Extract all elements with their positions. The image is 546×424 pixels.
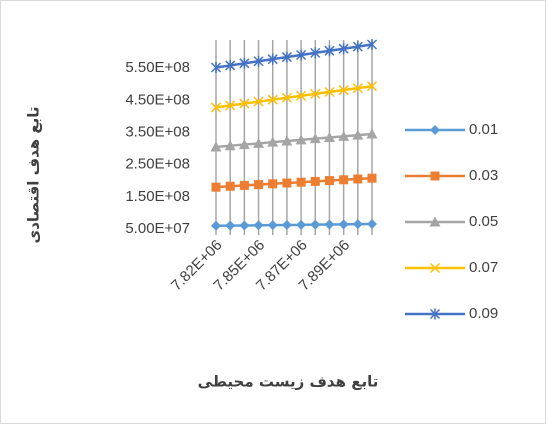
marker [267, 220, 278, 231]
marker [324, 219, 335, 230]
marker [338, 130, 350, 141]
marker [324, 86, 335, 98]
legend-label: 0.01 [469, 121, 498, 138]
marker [366, 39, 378, 51]
series-line [215, 222, 373, 228]
marker [296, 219, 307, 230]
legend-label: 0.03 [469, 167, 498, 184]
marker [267, 53, 278, 65]
legend-entry: 0.05 [405, 213, 498, 230]
legend-label: 0.05 [469, 213, 498, 230]
marker [338, 85, 349, 96]
marker [366, 128, 378, 139]
legend-entry: 0.03 [405, 167, 498, 184]
marker [239, 220, 250, 231]
marker [429, 262, 441, 274]
marker [339, 175, 349, 185]
marker [367, 173, 377, 183]
series [211, 173, 377, 192]
marker [352, 129, 364, 140]
marker [296, 90, 307, 101]
marker [353, 174, 363, 184]
marker [211, 182, 221, 192]
marker [352, 219, 363, 230]
y-tick-label: 5.50E+08 [125, 59, 190, 76]
marker [430, 171, 440, 181]
marker [253, 137, 265, 148]
marker [324, 45, 335, 57]
marker [310, 219, 321, 230]
legend-entry: 0.01 [405, 121, 498, 138]
legend-label: 0.09 [469, 305, 498, 322]
marker [225, 220, 236, 231]
marker [338, 219, 349, 230]
marker [253, 96, 264, 107]
marker [338, 43, 349, 55]
marker [267, 94, 278, 105]
marker [281, 51, 292, 63]
marker [267, 136, 279, 147]
marker [225, 181, 235, 191]
marker [239, 98, 250, 109]
marker [324, 176, 334, 186]
marker [296, 49, 307, 61]
marker [310, 176, 320, 186]
marker [282, 178, 292, 188]
legend-entry: 0.09 [405, 305, 498, 322]
marker [281, 219, 292, 230]
marker [210, 141, 222, 152]
series [211, 219, 377, 231]
marker [352, 83, 363, 94]
y-tick-label: 4.50E+08 [125, 91, 190, 108]
y-tick-label: 1.50E+08 [125, 188, 190, 205]
x-axis-title: تابع هدف زیست محیطی [198, 373, 379, 391]
marker [253, 220, 264, 231]
legend-label: 0.07 [469, 259, 498, 276]
marker [352, 41, 363, 53]
series [210, 81, 378, 113]
marker [239, 180, 249, 190]
marker [281, 135, 293, 146]
marker [210, 62, 222, 74]
marker [366, 81, 378, 92]
marker [310, 47, 321, 59]
marker [238, 139, 250, 150]
marker [296, 177, 306, 187]
marker [281, 92, 292, 103]
marker [239, 57, 250, 69]
marker [254, 180, 264, 190]
marker [429, 308, 441, 320]
legend-entry: 0.07 [405, 259, 498, 276]
marker [253, 55, 264, 67]
marker [295, 134, 307, 145]
marker [310, 88, 321, 99]
marker [210, 102, 222, 113]
y-tick-label: 5.00E+07 [125, 220, 190, 237]
marker [225, 100, 236, 111]
marker [268, 179, 278, 189]
series-line [215, 43, 373, 69]
marker [429, 216, 441, 227]
marker [430, 125, 440, 135]
marker [224, 140, 236, 151]
series [210, 128, 378, 152]
series-line [215, 84, 373, 109]
marker [225, 59, 236, 71]
marker [367, 219, 377, 230]
y-tick-label: 3.50E+08 [125, 123, 190, 140]
marker [211, 220, 221, 231]
y-tick-label: 2.50E+08 [125, 156, 190, 173]
marker [309, 133, 321, 144]
y-axis-title: تابع هدف اقتصادی [25, 106, 43, 243]
marker [323, 131, 335, 142]
series [210, 39, 378, 74]
